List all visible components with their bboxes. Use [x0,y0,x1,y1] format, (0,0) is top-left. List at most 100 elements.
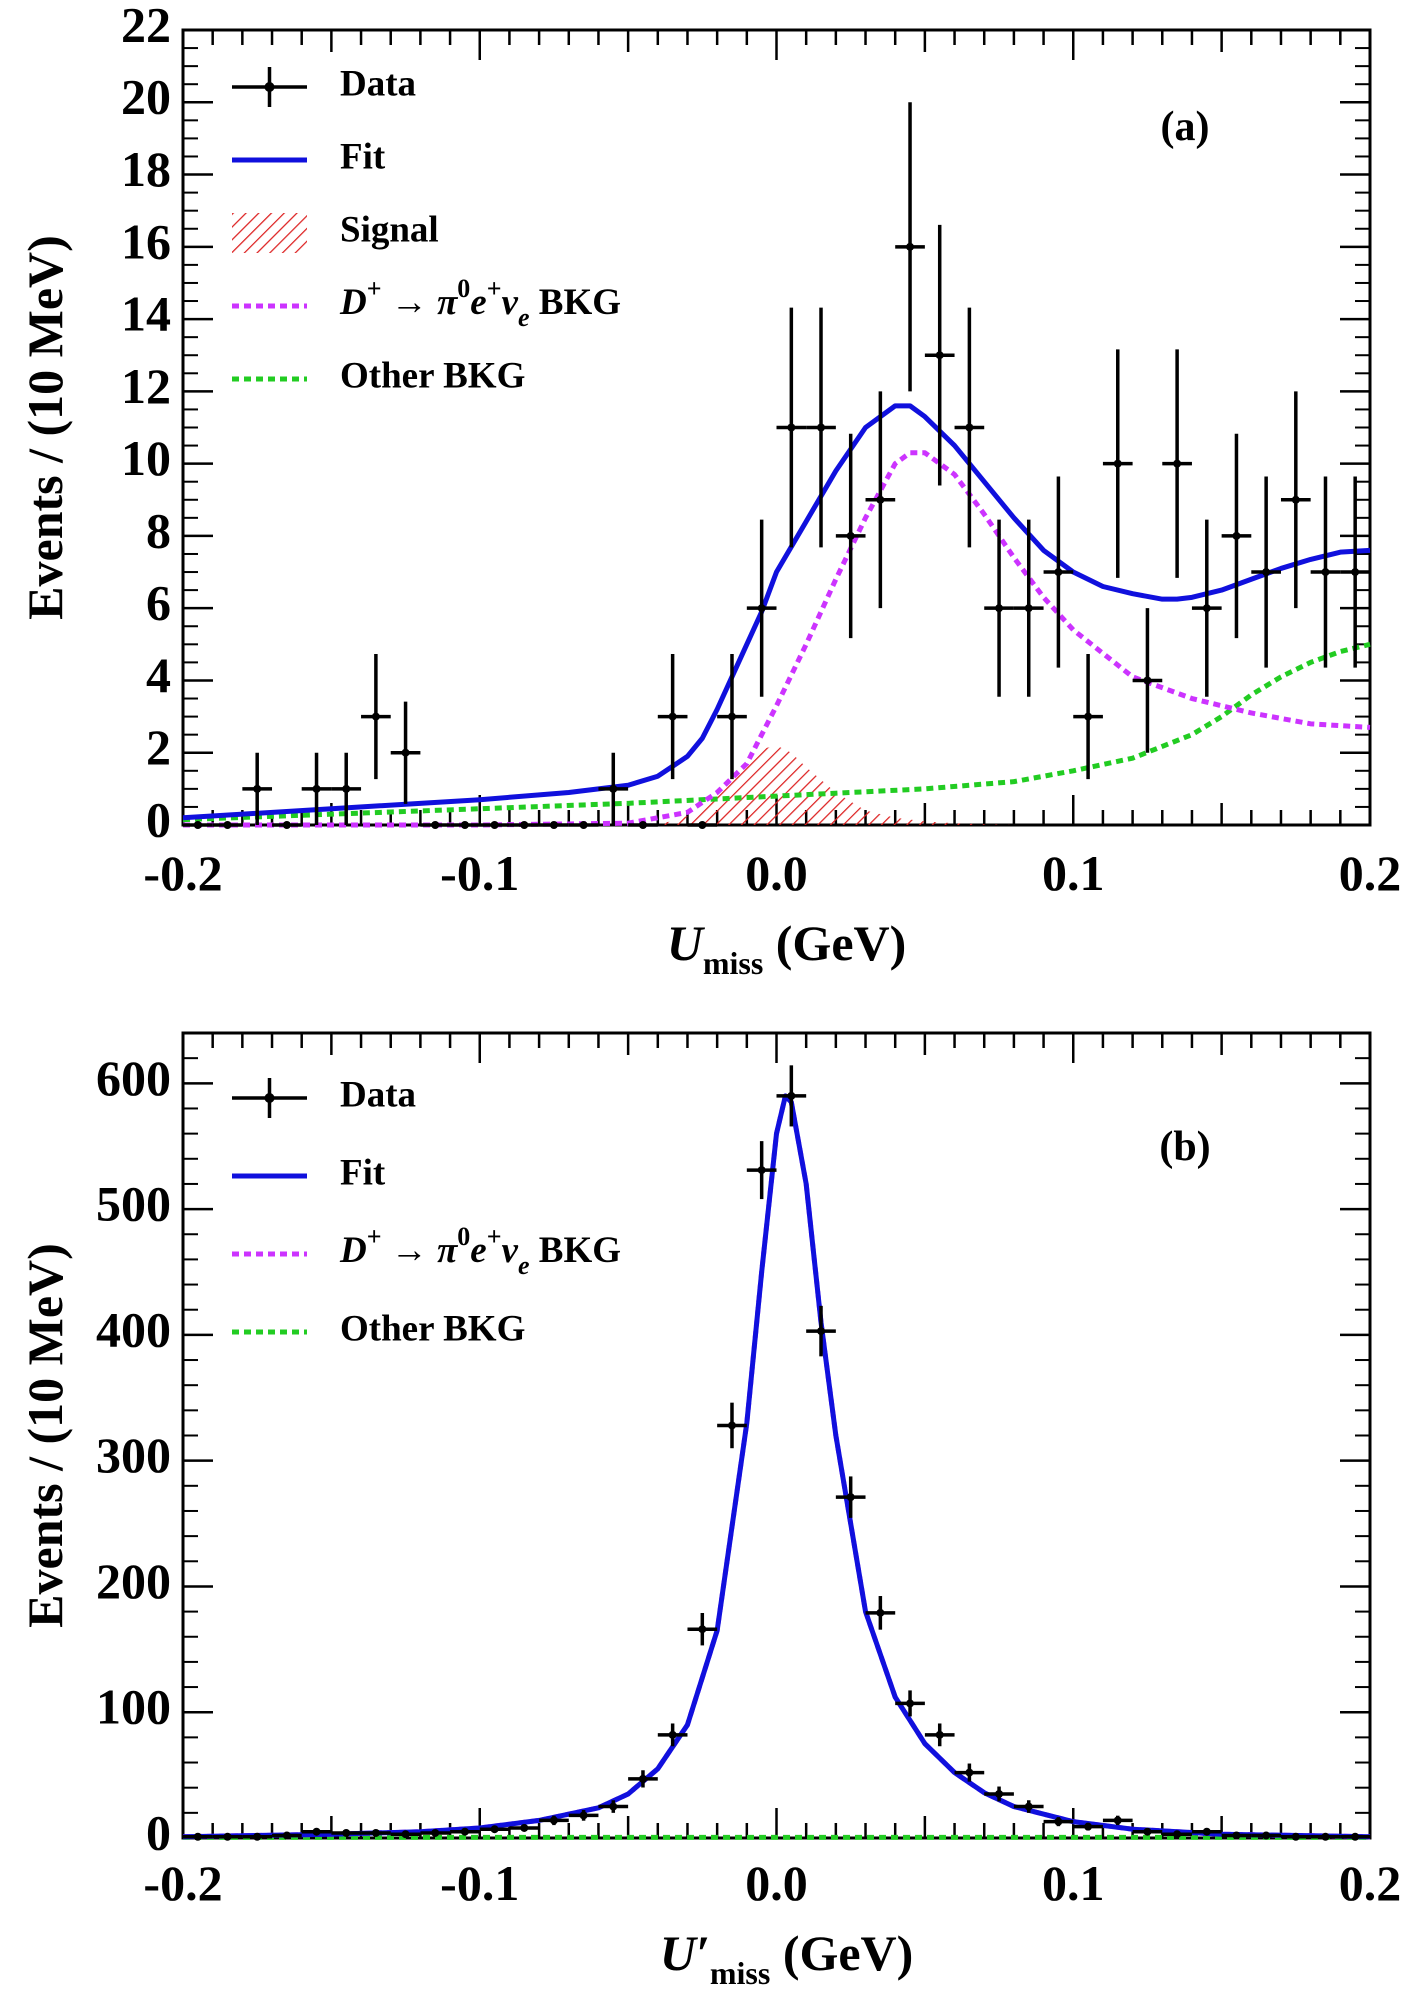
data-marker [1143,1827,1152,1836]
data-marker [1321,1832,1330,1841]
data-point [450,1827,480,1836]
data-point [420,821,451,829]
data-marker [1113,1816,1122,1825]
data-marker [1143,676,1152,685]
data-point [1280,391,1311,609]
data-point [924,1723,955,1747]
data-marker [282,1831,291,1840]
data-point [835,433,866,639]
legend-item: Other BKG [232,355,525,396]
legend-label: Fit [340,136,386,177]
y-tick-label: 12 [121,358,171,414]
y-tick-label: 400 [96,1301,171,1357]
data-marker [638,821,647,829]
x-tick-label: -0.2 [143,845,222,901]
data-marker [223,821,232,829]
series-line-1 [183,450,1371,828]
data-point [390,1830,421,1839]
data-marker [1262,1831,1271,1840]
data-marker [757,1166,766,1175]
data-point [212,821,243,829]
data-point [776,1065,807,1127]
data-marker [431,1828,440,1837]
data-point [598,752,629,825]
data-marker [876,495,885,504]
data-point [1073,654,1103,780]
data-marker [787,423,796,432]
y-tick-label: 22 [121,0,171,52]
data-point [509,1823,540,1832]
data-point [479,1825,510,1834]
data-point [1221,1831,1252,1840]
data-marker [727,712,736,721]
data-marker [401,1830,410,1839]
data-point [568,821,599,829]
data-marker [1262,568,1271,577]
data-marker [549,1816,558,1825]
data-marker [965,1768,974,1777]
data-marker [906,242,915,251]
data-point [1043,1817,1074,1827]
data-marker [1024,1802,1033,1811]
data-marker [727,1421,736,1430]
data-marker [253,784,262,793]
y-tick-label: 18 [121,141,171,197]
legend-item: Data [232,1074,416,1118]
y-tick-label: 6 [146,575,171,631]
data-marker [282,821,291,829]
data-marker [460,821,469,829]
series-line-0 [182,403,1371,821]
data-marker [757,604,766,613]
legend-item: D+ → π0e+νe BKG [232,1222,621,1280]
x-axis-title: U′miss (GeV) [660,1925,914,1991]
data-point [776,307,807,548]
y-tick-label: 8 [146,502,171,558]
data-marker [193,821,202,829]
data-point [598,1800,629,1813]
data-point [509,821,540,829]
data-point [865,391,896,609]
data-point [1280,1832,1311,1841]
data-marker [371,1828,380,1837]
legend-item: Fit [232,136,386,177]
data-marker [490,821,499,829]
data-point [1251,1831,1281,1840]
data-point [301,752,332,825]
data-marker [668,712,677,721]
data-point [628,821,658,829]
data-marker [1232,1831,1241,1840]
data-marker [906,1699,915,1708]
data-point [1013,1800,1044,1813]
data-point [717,1402,747,1449]
data-marker [638,1774,647,1783]
y-tick-label: 200 [96,1553,171,1609]
data-point [895,1690,925,1717]
legend-item: Signal [232,209,439,253]
x-tick-label: 0.1 [1042,1855,1105,1911]
x-tick-label: 0.0 [745,1855,808,1911]
data-point [361,1828,391,1837]
legend-item: Data [232,63,416,107]
legend-marker-dot [264,82,275,92]
data-marker [1351,1832,1360,1841]
data-point [1340,476,1370,668]
data-point [865,1596,896,1630]
data-point [212,1832,243,1841]
legend-item: Fit [232,1152,386,1193]
data-point [717,654,747,780]
data-marker [935,351,944,360]
data-point [1310,476,1341,668]
data-point [301,1827,332,1836]
data-marker [698,821,707,829]
legend-label: Data [340,1074,416,1115]
data-point [272,821,302,829]
y-tick-label: 16 [121,213,171,269]
data-point [1162,1830,1192,1839]
y-tick-label: 10 [121,430,171,486]
data-marker [846,1493,855,1502]
x-tick-label: -0.1 [440,845,519,901]
panel-b: -0.2 -0.1 0.0 0.1 0.2 0 100 200 300 400 500 600 Even… [17,1031,1401,1991]
data-point [687,821,718,829]
data-point [331,1828,362,1837]
data-point [954,1763,985,1782]
